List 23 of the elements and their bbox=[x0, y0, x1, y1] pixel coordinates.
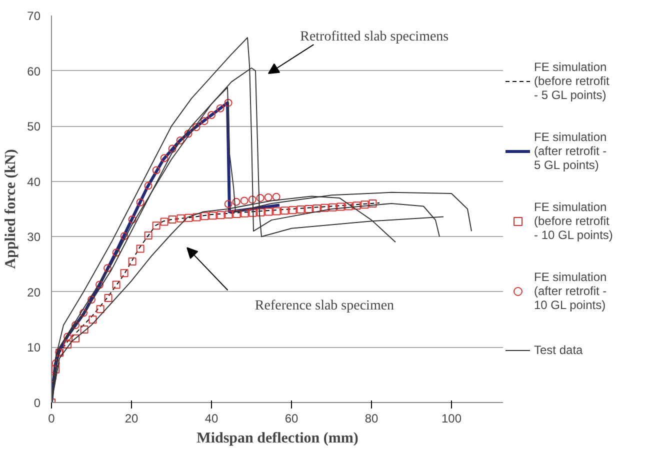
y-tick-label: 20 bbox=[27, 285, 41, 300]
x-tick-label: 100 bbox=[441, 412, 462, 426]
x-tick-label: 0 bbox=[48, 412, 56, 426]
y-axis-title: Applied force (kN) bbox=[3, 149, 20, 269]
y-tick-label: 70 bbox=[27, 9, 41, 23]
y-tick-label: 10 bbox=[27, 340, 41, 355]
x-tick-label: 20 bbox=[124, 412, 138, 426]
x-axis-title: Midspan deflection (mm) bbox=[196, 430, 358, 446]
legend-label: FE simulation (before retrofit - 10 GL points) bbox=[534, 200, 613, 242]
y-tick-label: 30 bbox=[27, 230, 41, 244]
legend-label: Test data bbox=[534, 343, 583, 357]
x-tick-label: 40 bbox=[204, 412, 218, 426]
legend-label: FE simulation (after retrofit - 10 GL points) bbox=[534, 270, 607, 312]
x-tick-label: 60 bbox=[284, 412, 298, 426]
y-tick-label: 40 bbox=[27, 174, 41, 189]
y-tick-label: 50 bbox=[27, 120, 41, 134]
y-tick-label: 60 bbox=[27, 64, 41, 78]
annotation: Reference slab specimen bbox=[254, 298, 394, 314]
x-tick-label: 80 bbox=[364, 412, 378, 426]
legend-label: FE simulation (after retrofit - 5 GL points) bbox=[534, 130, 607, 172]
y-tick-label: 0 bbox=[34, 396, 41, 410]
legend-label: FE simulation (before retrofit - 5 GL points) bbox=[534, 60, 610, 102]
annotation: Retrofitted slab specimens bbox=[300, 29, 449, 44]
